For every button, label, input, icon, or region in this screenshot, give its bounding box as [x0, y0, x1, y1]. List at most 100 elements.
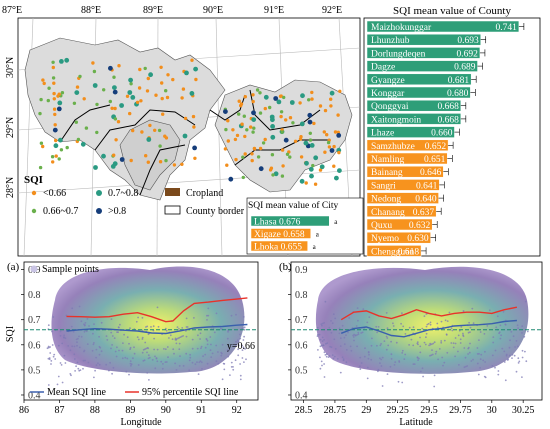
sample-point — [51, 60, 55, 64]
sample-point — [491, 365, 494, 367]
sample-point — [168, 337, 170, 339]
x-tick-label: 92 — [232, 405, 242, 416]
sample-point — [164, 348, 167, 351]
sample-point — [51, 65, 55, 70]
sample-point — [243, 152, 247, 156]
sample-point — [252, 147, 257, 151]
sample-point — [73, 345, 76, 348]
sample-point — [57, 375, 60, 378]
sample-point — [376, 331, 378, 334]
sample-point — [99, 346, 102, 349]
sample-point — [156, 348, 159, 351]
sample-point — [215, 360, 218, 363]
sample-point — [78, 305, 81, 308]
map-lat-ticks: 30°N 29°N 28°N — [5, 57, 16, 198]
sample-point — [477, 373, 480, 376]
sample-point — [175, 342, 178, 345]
sample-point — [232, 368, 235, 371]
sample-point — [193, 66, 199, 72]
sample-point — [76, 361, 79, 364]
sample-point — [422, 375, 424, 378]
sample-point — [510, 330, 513, 333]
sample-point — [430, 354, 433, 357]
sample-point — [381, 356, 384, 359]
sample-point — [389, 365, 392, 368]
sample-point — [338, 327, 341, 330]
sample-point — [108, 65, 113, 71]
sample-point — [364, 347, 366, 350]
x-tick-label: 29.25 — [386, 405, 409, 416]
sample-point — [363, 355, 366, 358]
panel-a-density — [51, 266, 245, 374]
sample-point — [472, 358, 474, 361]
sample-point — [356, 334, 358, 336]
sample-point — [258, 91, 262, 95]
sample-point — [323, 363, 325, 365]
sample-point — [321, 322, 324, 325]
sample-point — [309, 173, 314, 179]
sample-point — [429, 354, 431, 357]
sample-point — [318, 104, 323, 108]
sample-point — [59, 362, 62, 364]
sample-point — [354, 334, 357, 337]
sample-point — [289, 100, 295, 105]
sample-point — [479, 367, 481, 369]
sample-point — [84, 126, 89, 130]
sample-point — [206, 339, 209, 342]
sample-point — [88, 325, 90, 327]
sample-point — [437, 358, 439, 361]
sample-point — [319, 338, 322, 341]
sample-point — [401, 349, 404, 352]
sample-point — [270, 117, 275, 123]
sample-point — [189, 353, 192, 356]
sample-point — [273, 96, 279, 101]
sample-point — [345, 334, 347, 337]
sample-point — [197, 373, 200, 375]
sample-point — [334, 175, 339, 181]
sample-point — [182, 335, 185, 337]
map-legend: SQI <0.66 0.7~0.8 Cropland 0.66~0.7 >0.8… — [24, 174, 245, 217]
sample-point — [448, 311, 451, 314]
sample-point — [402, 325, 405, 328]
sample-point — [332, 144, 336, 149]
sample-point — [482, 359, 485, 362]
sample-point — [42, 81, 46, 86]
sample-point — [317, 349, 319, 351]
sample-point — [308, 138, 313, 142]
county-name-label: Dagze — [371, 63, 395, 73]
sample-point — [182, 133, 188, 139]
sample-point — [125, 94, 130, 99]
sample-point — [343, 343, 346, 346]
sample-point — [148, 123, 152, 128]
sample-point — [494, 349, 497, 352]
sample-point — [74, 370, 76, 372]
sample-point — [123, 333, 125, 336]
sample-point — [52, 127, 58, 133]
sample-point — [484, 376, 487, 379]
sample-point — [431, 343, 433, 345]
sample-point — [52, 355, 55, 358]
sample-point — [223, 147, 228, 151]
sample-point — [362, 308, 365, 310]
x-tick-label: 87 — [54, 405, 64, 416]
sample-point — [54, 154, 58, 158]
sample-point — [347, 331, 349, 334]
sample-point — [63, 336, 65, 339]
sample-point — [86, 343, 89, 345]
county-panel: SQI mean value of County Maizhokunggar 0.… — [363, 5, 541, 257]
sample-point — [223, 368, 226, 371]
sample-point — [433, 341, 436, 344]
sample-point — [199, 360, 202, 363]
sample-point — [504, 379, 507, 382]
sample-point — [423, 315, 426, 317]
sample-point — [299, 155, 304, 159]
sample-point — [333, 130, 338, 134]
x-tick-label: 29 — [361, 405, 371, 416]
sample-point — [217, 351, 219, 353]
sample-point — [417, 359, 419, 361]
sample-point — [76, 344, 78, 347]
x-tick-label: 89 — [125, 405, 135, 416]
sample-point — [164, 158, 168, 163]
sample-point — [390, 340, 392, 343]
sample-point — [243, 361, 245, 363]
